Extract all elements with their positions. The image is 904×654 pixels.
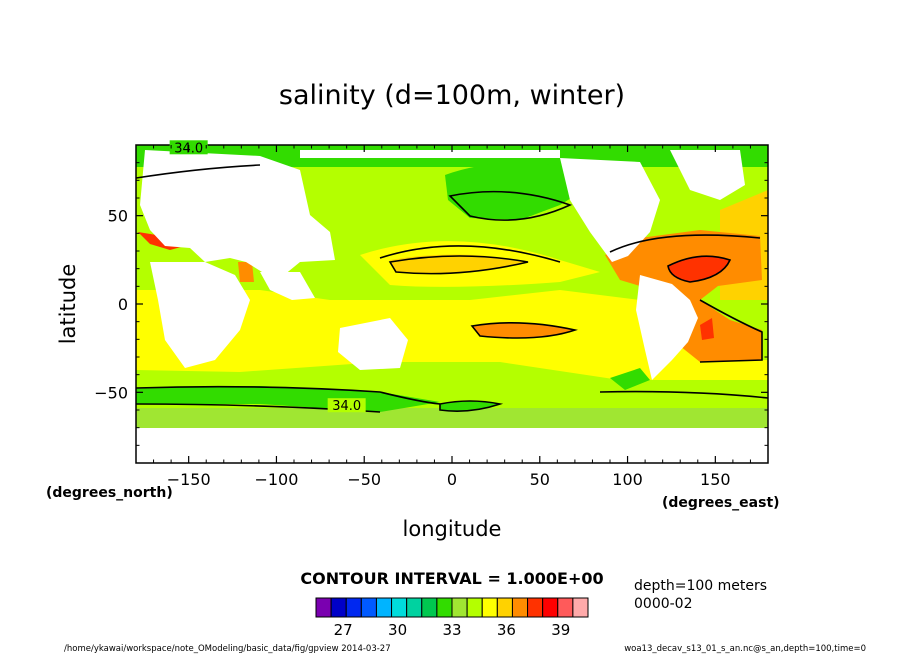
south-america-land xyxy=(636,275,698,380)
north-america-land xyxy=(560,158,660,262)
y-axis-ticks: 50 0 −50 xyxy=(94,162,768,446)
contour-line xyxy=(448,190,573,221)
colorbar: 27 30 33 36 39 xyxy=(315,597,589,639)
footer-right: woa13_decav_s13_01_s_an.nc@s_an,depth=10… xyxy=(624,644,866,654)
southern-ocean-band xyxy=(136,408,768,428)
y-tick-label: −50 xyxy=(94,383,128,402)
colorbar-swatch xyxy=(391,597,408,618)
colorbar-swatch xyxy=(436,597,453,618)
colorbar-tick-label: 30 xyxy=(388,621,407,639)
north-pacific-green xyxy=(445,162,600,220)
contour-label-bg xyxy=(327,398,366,413)
contour-line xyxy=(439,400,504,412)
x-tick-label: 100 xyxy=(612,470,643,489)
red-sea-orange xyxy=(238,262,254,282)
colorbar-swatch xyxy=(375,597,393,618)
contour-labels: 34.034.0 xyxy=(169,140,366,414)
colorbar-swatch xyxy=(557,597,574,618)
contour-line xyxy=(379,245,561,263)
contour-line xyxy=(699,299,763,363)
north-pacific-core xyxy=(390,254,528,274)
colorbar-swatch xyxy=(542,597,559,618)
greenland-land xyxy=(670,150,745,200)
colorbar-swatch xyxy=(572,597,589,618)
colorbar-tick-label: 27 xyxy=(334,621,353,639)
colorbar-tick-label: 36 xyxy=(497,621,516,639)
colorbar-tick-label: 39 xyxy=(551,621,570,639)
x-tick-label: 50 xyxy=(530,470,550,489)
x-tick-label: −150 xyxy=(167,470,211,489)
contour-line xyxy=(609,234,761,253)
map-plot-area: 34.034.0 −150 −100 −50 0 50 100 150 50 0 −50 xyxy=(94,140,769,489)
y-axis-label: latitude xyxy=(56,264,80,345)
south-pacific-orange xyxy=(472,322,575,338)
colorbar-swatch xyxy=(527,597,544,618)
y-tick-label: 0 xyxy=(118,295,128,314)
australia-land xyxy=(338,318,408,370)
colorbar-swatch xyxy=(496,597,513,618)
footer-left: /home/ykawai/workspace/note_OModeling/ba… xyxy=(64,644,391,654)
colorbar-swatch xyxy=(360,597,377,618)
colorbar-swatch xyxy=(315,597,332,618)
x-tick-label: −100 xyxy=(254,470,298,489)
y-tick-label: 50 xyxy=(108,207,128,226)
eurasia-land xyxy=(140,150,335,280)
x-tick-label: −50 xyxy=(347,470,381,489)
time-annotation: 0000-02 xyxy=(634,596,693,612)
contour-line xyxy=(136,164,261,179)
contour-line xyxy=(388,255,529,275)
argentine-green xyxy=(610,368,650,390)
depth-annotation: depth=100 meters xyxy=(634,578,767,594)
arctic-coast-land xyxy=(300,150,560,158)
southern-green-patch xyxy=(440,401,500,412)
africa-land xyxy=(150,262,250,368)
contour-line xyxy=(136,385,441,405)
contour-interval-label: CONTOUR INTERVAL = 1.000E+00 xyxy=(300,569,603,588)
x-unit-label: (degrees_east) xyxy=(662,495,780,511)
south-subtropic-yellow xyxy=(136,290,768,380)
colorbar-swatch xyxy=(330,597,347,618)
south-asia-land xyxy=(260,272,315,300)
colorbar-swatch xyxy=(406,597,423,618)
north-atlantic-max xyxy=(668,256,730,282)
south-atlantic-max xyxy=(700,318,714,340)
contour-line xyxy=(470,322,578,339)
x-axis-ticks: −150 −100 −50 0 50 100 150 xyxy=(153,145,751,489)
contour-line xyxy=(667,255,732,283)
x-axis-label: longitude xyxy=(403,517,502,541)
x-tick-label: 0 xyxy=(447,470,457,489)
colorbar-tick-label: 33 xyxy=(442,621,461,639)
colorbar-swatch xyxy=(466,597,483,618)
colorbar-swatch xyxy=(511,597,529,618)
colorbar-swatch xyxy=(345,597,362,618)
colorbar-swatch xyxy=(421,597,438,618)
contour-line xyxy=(599,390,768,399)
contour-label: 34.0 xyxy=(332,399,361,414)
colorbar-swatch xyxy=(481,597,498,618)
x-tick-label: 150 xyxy=(700,470,731,489)
colorbar-swatch xyxy=(451,597,468,618)
chart-title: salinity (d=100m, winter) xyxy=(279,80,625,111)
y-unit-label: (degrees_north) xyxy=(46,485,173,501)
